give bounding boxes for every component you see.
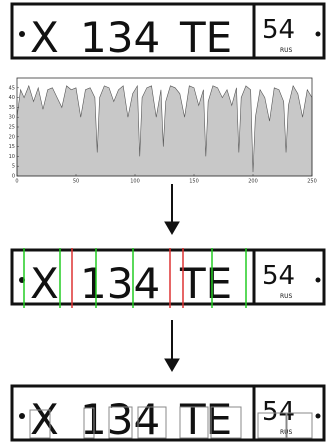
- plate-series: TE: [179, 395, 232, 444]
- y-tick-label: 40: [9, 95, 15, 101]
- diagram: X134TE54RUSX134TE54RUSX134TE54RUS0510152…: [0, 0, 328, 446]
- y-tick-label: 20: [9, 134, 15, 140]
- arrow: [165, 184, 179, 234]
- plate-letter: X: [30, 395, 59, 444]
- license-plate: X 134 TE 54 RUS: [12, 248, 324, 308]
- x-tick-label: 50: [73, 179, 79, 185]
- bolt: [19, 31, 25, 37]
- plate-series: TE: [179, 259, 232, 308]
- plate-region: 54: [262, 397, 295, 427]
- x-tick-label: 150: [189, 179, 199, 185]
- plate-letter: X: [30, 13, 59, 62]
- y-tick-label: 35: [9, 105, 15, 111]
- bolt: [316, 414, 321, 419]
- plate-digits: 134: [80, 259, 160, 308]
- plate-digits: 134: [80, 13, 160, 62]
- bolt: [316, 278, 321, 283]
- plate-region: 54: [262, 15, 295, 45]
- plate-country: RUS: [280, 293, 293, 300]
- y-tick-label: 5: [12, 164, 15, 170]
- x-tick-label: 250: [307, 179, 317, 185]
- plate-letter: X: [30, 259, 59, 308]
- y-tick-label: 30: [9, 115, 15, 121]
- arrow: [165, 320, 179, 371]
- plate-country: RUS: [280, 47, 293, 54]
- y-tick-label: 25: [9, 125, 15, 131]
- bolt: [316, 32, 321, 37]
- y-tick-label: 15: [9, 144, 15, 150]
- license-plate: X 134 TE 54 RUS: [12, 4, 324, 62]
- plate-series: TE: [179, 13, 232, 62]
- y-tick-label: 10: [9, 154, 15, 160]
- plate-region: 54: [262, 261, 295, 291]
- x-tick-label: 200: [248, 179, 258, 185]
- y-tick-label: 45: [9, 85, 15, 91]
- bolt: [19, 413, 25, 419]
- x-tick-label: 100: [130, 179, 140, 185]
- x-tick-label: 0: [15, 179, 18, 185]
- plate-digits: 134: [80, 395, 160, 444]
